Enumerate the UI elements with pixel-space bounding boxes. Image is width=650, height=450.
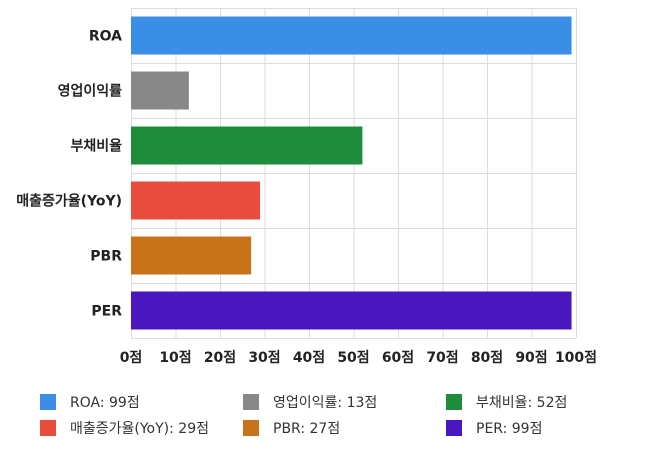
legend-label: PER: 99점 bbox=[476, 421, 543, 437]
legend-swatch bbox=[446, 394, 462, 410]
legend-item-pbr: PBR: 27점 bbox=[243, 418, 340, 438]
legend-item-sales-growth: 매출증가율(YoY): 29점 bbox=[40, 418, 209, 438]
y-axis-label: 매출증가율(YoY) bbox=[16, 193, 122, 210]
legend-swatch bbox=[446, 420, 462, 436]
bar bbox=[131, 181, 261, 220]
x-axis-tick-label: 100점 bbox=[555, 349, 597, 366]
legend-label: ROA: 99점 bbox=[70, 395, 140, 411]
x-axis-tick-label: 70점 bbox=[426, 349, 458, 366]
x-axis-tick-label: 90점 bbox=[515, 349, 547, 366]
legend-label: 매출증가율(YoY): 29점 bbox=[70, 421, 209, 437]
legend-label: 부채비율: 52점 bbox=[476, 395, 568, 411]
legend-swatch bbox=[40, 394, 56, 410]
x-axis-tick-label: 50점 bbox=[337, 349, 369, 366]
legend-swatch bbox=[243, 394, 259, 410]
y-axis-label: ROA bbox=[89, 29, 122, 45]
x-axis-tick-label: 20점 bbox=[204, 349, 236, 366]
legend-item-roa: ROA: 99점 bbox=[40, 392, 140, 412]
x-axis-tick-label: 80점 bbox=[471, 349, 503, 366]
bar bbox=[131, 16, 572, 55]
legend-label: 영업이익률: 13점 bbox=[273, 395, 378, 411]
x-axis-labels: 0점 10점 20점 30점 40점 50점 60점 70점 80점 90점 100점 bbox=[120, 349, 597, 366]
x-axis-tick-label: 10점 bbox=[159, 349, 191, 366]
x-axis-tick-label: 0점 bbox=[120, 349, 143, 366]
x-axis-tick-label: 30점 bbox=[248, 349, 280, 366]
legend-item-debt-ratio: 부채비율: 52점 bbox=[446, 392, 567, 412]
y-axis-label: 영업이익률 bbox=[58, 83, 123, 100]
y-axis-label: PER bbox=[91, 304, 122, 320]
legend-label: PBR: 27점 bbox=[273, 421, 341, 437]
legend-item-per: PER: 99점 bbox=[446, 418, 542, 438]
x-axis-tick-label: 40점 bbox=[293, 349, 325, 366]
y-axis-label: PBR bbox=[90, 249, 122, 265]
bar bbox=[131, 71, 189, 110]
legend-swatch bbox=[243, 420, 259, 436]
bars bbox=[131, 16, 572, 330]
bar bbox=[131, 236, 252, 275]
legend-item-operating-margin: 영업이익률: 13점 bbox=[243, 392, 377, 412]
grid-lines bbox=[131, 8, 577, 339]
y-axis-label: 부채비율 bbox=[70, 138, 122, 155]
bar bbox=[131, 126, 363, 165]
x-axis-tick-label: 60점 bbox=[382, 349, 414, 366]
bar bbox=[131, 291, 572, 330]
legend-swatch bbox=[40, 420, 56, 436]
